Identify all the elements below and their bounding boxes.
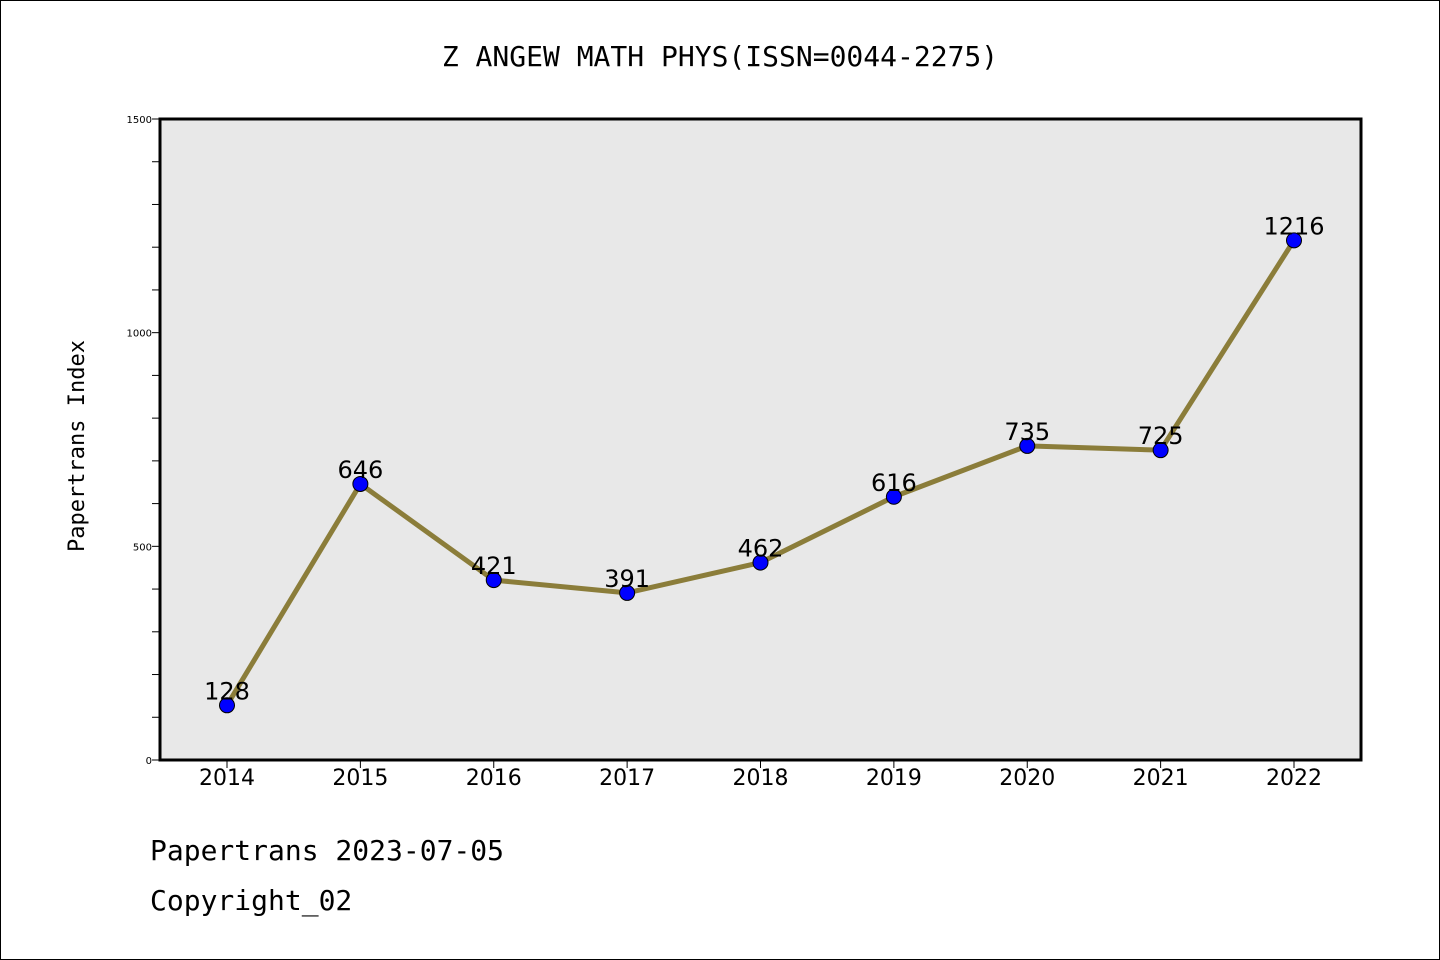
plot-area bbox=[158, 117, 1363, 762]
data-labels: 128 646 421 391 462 616 735 725 1216 bbox=[204, 212, 1324, 705]
data-point bbox=[1019, 437, 1036, 454]
data-point bbox=[1152, 442, 1169, 459]
data-point bbox=[352, 475, 369, 492]
x-tick-label: 2014 bbox=[199, 766, 255, 791]
data-point bbox=[1286, 232, 1302, 249]
footer-source: Papertrans 2023-07-05 bbox=[150, 834, 505, 867]
x-tick-label: 2019 bbox=[866, 766, 922, 791]
y-tick-label: 1000 bbox=[127, 329, 152, 340]
y-tick-label: 500 bbox=[133, 542, 152, 553]
data-point bbox=[752, 554, 769, 571]
chart-title: Z ANGEW MATH PHYS(ISSN=0044-2275) bbox=[442, 40, 998, 73]
data-point bbox=[619, 584, 636, 601]
x-tick-label: 2016 bbox=[466, 766, 522, 791]
x-tick-label: 2022 bbox=[1266, 766, 1322, 791]
data-label: 462 bbox=[738, 535, 784, 563]
data-label: 1216 bbox=[1263, 212, 1324, 240]
data-label: 128 bbox=[204, 677, 250, 705]
data-label: 735 bbox=[1004, 418, 1050, 446]
y-tick-label: 0 bbox=[146, 756, 152, 767]
data-label: 391 bbox=[604, 565, 650, 593]
footer-copyright: Copyright_02 bbox=[150, 884, 353, 917]
series-layer bbox=[219, 232, 1302, 714]
data-label: 725 bbox=[1138, 422, 1184, 450]
data-label: 646 bbox=[337, 456, 383, 484]
x-tick-label: 2020 bbox=[999, 766, 1055, 791]
data-label: 421 bbox=[471, 552, 517, 580]
y-axis-label: Papertrans Index bbox=[65, 340, 90, 552]
y-tick-label: 1500 bbox=[127, 115, 152, 126]
data-label: 616 bbox=[871, 469, 917, 497]
x-tick-label: 2018 bbox=[733, 766, 789, 791]
data-point bbox=[219, 697, 235, 714]
x-axis: 2014 2015 2016 2017 2018 2019 2020 2021 2022 bbox=[199, 760, 1322, 791]
x-tick-label: 2015 bbox=[332, 766, 388, 791]
data-point bbox=[485, 572, 502, 589]
x-tick-label: 2017 bbox=[599, 766, 655, 791]
x-tick-label: 2021 bbox=[1133, 766, 1189, 791]
data-point bbox=[885, 488, 902, 505]
y-axis: 0 500 1000 1500 bbox=[127, 115, 160, 767]
